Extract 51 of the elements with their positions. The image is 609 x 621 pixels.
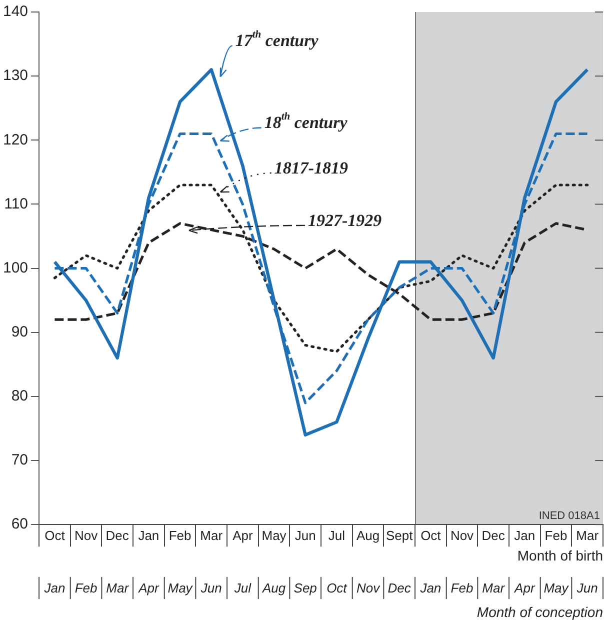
text: Jan xyxy=(419,580,442,596)
text: Dec xyxy=(388,580,412,596)
text: Jun xyxy=(200,580,222,596)
x-tick-label: Jan xyxy=(514,528,536,543)
text: Sep xyxy=(294,580,317,596)
y-tick-label: 70 xyxy=(11,452,28,469)
text: May xyxy=(168,580,194,596)
text: 1817-1819 xyxy=(274,158,349,178)
x-tick-label: Oct xyxy=(44,528,66,543)
x-tick-label: Dec xyxy=(106,528,130,543)
x-tick-label: Nov xyxy=(74,528,98,543)
x-tick-label: Mar xyxy=(576,528,600,543)
text: Feb xyxy=(450,580,474,596)
x2-axis-title: Month of conception xyxy=(476,604,604,620)
text: Jun xyxy=(576,580,598,596)
x-tick-label: Apr xyxy=(232,528,254,543)
x-axis-title: Month of birth xyxy=(517,547,603,564)
text: May xyxy=(544,580,570,596)
text: Mar xyxy=(482,580,506,596)
text: Apr xyxy=(138,580,160,596)
x-tick-label: Feb xyxy=(168,528,192,543)
x-tick-label: Jun xyxy=(294,528,316,543)
x-tick-label: Nov xyxy=(450,528,474,543)
y-tick-label: 130 xyxy=(2,67,28,84)
y-tick-label: 90 xyxy=(11,324,28,341)
x-tick-label: Mar xyxy=(200,528,224,543)
x-tick-label: May xyxy=(262,528,287,543)
x-tick-label: Jan xyxy=(138,528,160,543)
x-tick-label: Sept xyxy=(386,528,414,543)
y-tick-label: 60 xyxy=(11,516,28,533)
x-tick-label: Feb xyxy=(544,528,568,543)
y-tick-label: 100 xyxy=(2,259,28,276)
text: Mar xyxy=(106,580,130,596)
y-tick-label: 140 xyxy=(2,3,28,20)
text: Apr xyxy=(514,580,536,596)
y-tick-label: 110 xyxy=(4,195,28,212)
text: Feb xyxy=(74,580,98,596)
y-tick-label: 80 xyxy=(11,388,28,405)
text: Oct xyxy=(326,580,348,596)
x-tick-label: Oct xyxy=(420,528,442,543)
x-tick-label: Aug xyxy=(356,528,380,543)
annotation: INED 018A1 xyxy=(538,510,600,522)
text: Aug xyxy=(261,580,286,596)
text: Nov xyxy=(356,580,382,596)
text: Jan xyxy=(43,580,66,596)
x-tick-label: Dec xyxy=(482,528,506,543)
x-tick-label: Jul xyxy=(328,528,346,543)
series-label: 1927-1929 xyxy=(308,210,382,230)
y-tick-label: 120 xyxy=(2,131,28,148)
text: Jul xyxy=(233,580,252,596)
line-series xyxy=(53,184,589,353)
